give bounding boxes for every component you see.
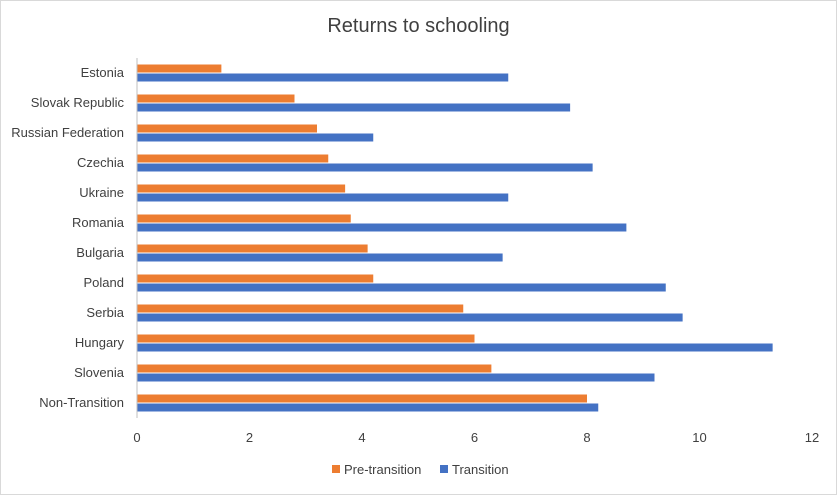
- legend-swatch-pre-transition: [332, 465, 340, 473]
- category-label: Hungary: [75, 335, 125, 350]
- bar-transition: [137, 253, 503, 262]
- bar-transition: [137, 163, 593, 172]
- bar-pre-transition: [137, 154, 329, 163]
- legend-label-pre-transition: Pre-transition: [344, 462, 421, 477]
- category-label: Russian Federation: [11, 125, 124, 140]
- category-label: Bulgaria: [76, 245, 124, 260]
- category-label: Slovenia: [74, 365, 125, 380]
- bar-transition: [137, 103, 571, 112]
- bar-pre-transition: [137, 184, 346, 193]
- legend: Pre-transition Transition: [332, 462, 509, 477]
- bar-pre-transition: [137, 334, 475, 343]
- bar-transition: [137, 403, 599, 412]
- category-label: Ukraine: [79, 185, 124, 200]
- category-labels: Estonia Slovak Republic Russian Federation…: [11, 65, 125, 410]
- bar-transition: [137, 73, 509, 82]
- bar-transition: [137, 313, 683, 322]
- category-label: Poland: [84, 275, 124, 290]
- x-tick-label: 8: [583, 430, 590, 445]
- x-tick-label: 0: [133, 430, 140, 445]
- bar-transition: [137, 343, 773, 352]
- x-tick-label: 4: [358, 430, 365, 445]
- bar-pre-transition: [137, 124, 317, 133]
- bar-transition: [137, 193, 509, 202]
- bar-pre-transition: [137, 94, 295, 103]
- bars: [137, 64, 773, 412]
- category-label: Romania: [72, 215, 125, 230]
- x-tick-labels: 0 2 4 6 8 10 12: [133, 430, 819, 445]
- x-tick-label: 2: [246, 430, 253, 445]
- x-tick-label: 12: [805, 430, 819, 445]
- chart-title: Returns to schooling: [327, 15, 510, 37]
- bar-pre-transition: [137, 244, 368, 253]
- bar-pre-transition: [137, 274, 374, 283]
- bar-pre-transition: [137, 64, 222, 73]
- category-label: Estonia: [81, 65, 125, 80]
- category-label: Non-Transition: [39, 395, 124, 410]
- bar-pre-transition: [137, 304, 464, 313]
- bar-pre-transition: [137, 394, 587, 403]
- bar-pre-transition: [137, 214, 351, 223]
- bar-transition: [137, 283, 666, 292]
- legend-swatch-transition: [440, 465, 448, 473]
- bar-pre-transition: [137, 364, 492, 373]
- x-tick-label: 10: [692, 430, 706, 445]
- bar-transition: [137, 223, 627, 232]
- legend-label-transition: Transition: [452, 462, 509, 477]
- x-tick-label: 6: [471, 430, 478, 445]
- category-label: Czechia: [77, 155, 125, 170]
- category-label: Slovak Republic: [31, 95, 125, 110]
- bar-transition: [137, 133, 374, 142]
- bar-transition: [137, 373, 655, 382]
- category-label: Serbia: [86, 305, 124, 320]
